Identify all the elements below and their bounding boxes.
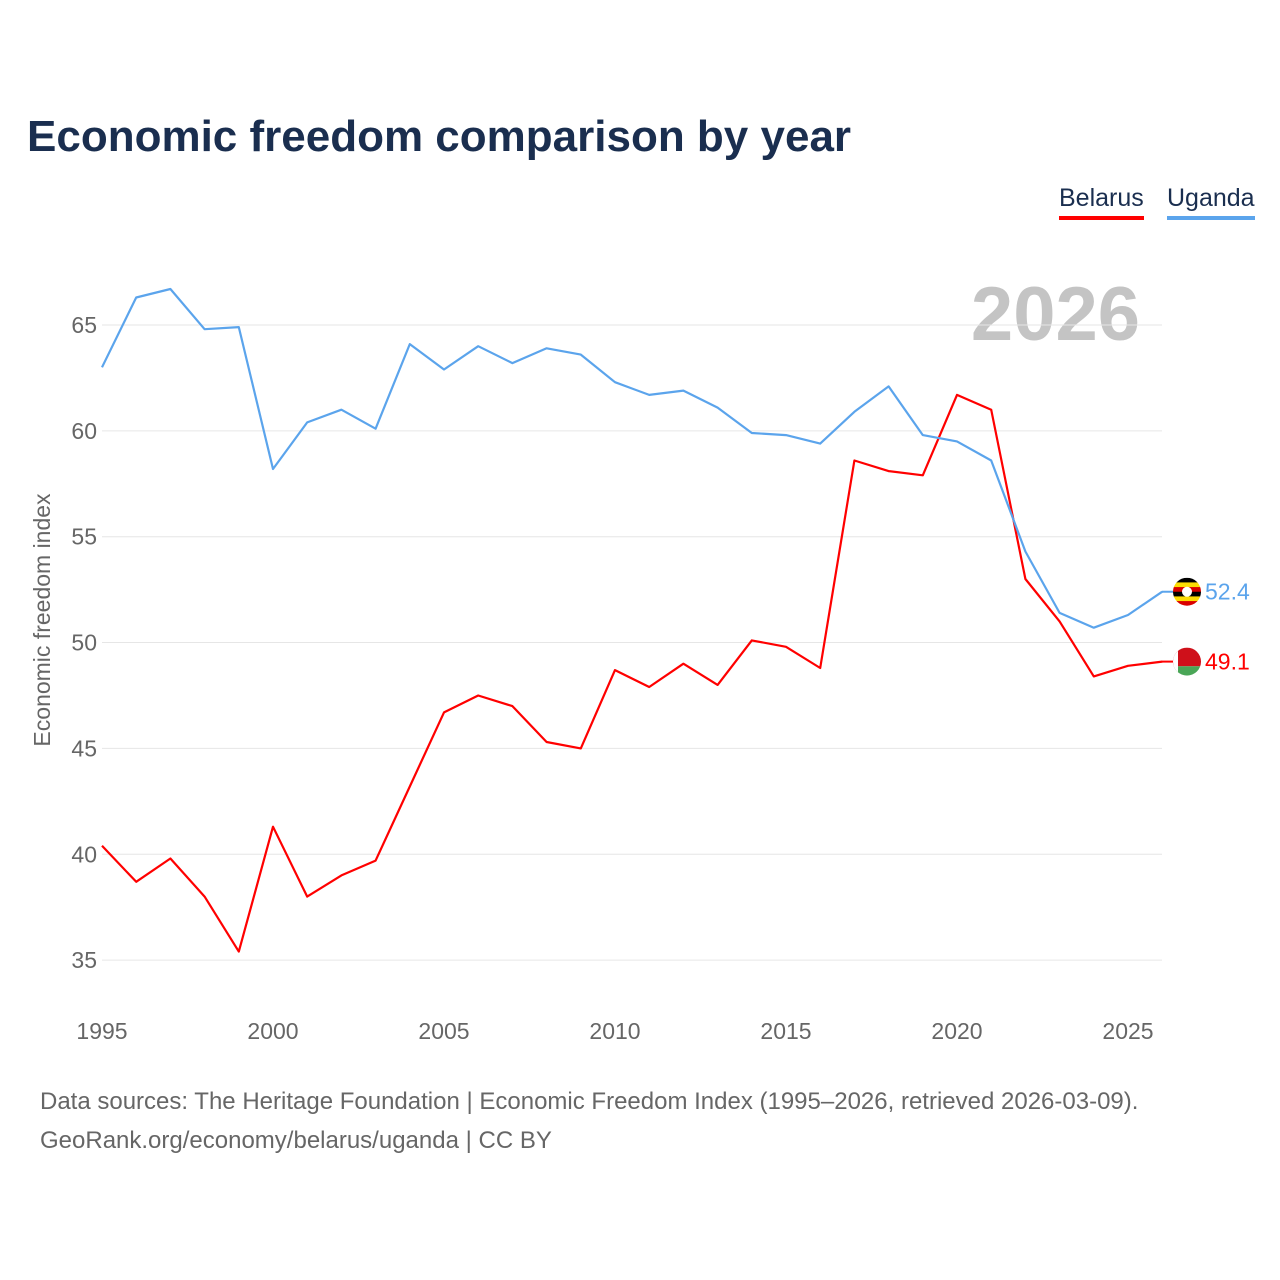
legend-belarus[interactable]: Belarus [1059,184,1144,220]
y-axis-label: Economic freedom index [29,493,55,747]
y-tick-label: 55 [71,524,97,550]
y-tick-label: 60 [71,418,97,444]
x-tick-label: 2010 [589,1018,640,1044]
x-tick-label: 2025 [1102,1018,1153,1044]
x-tick-label: 2005 [418,1018,469,1044]
y-tick-label: 40 [71,841,97,867]
y-tick-label: 35 [71,947,97,973]
end-value-label-uganda: 52.4 [1205,579,1250,605]
flag-uganda-icon [1173,577,1201,606]
x-tick-label: 2000 [247,1018,298,1044]
x-tick-label: 1995 [76,1018,127,1044]
series-line-uganda [101,287,1163,629]
source-note: Data sources: The Heritage Foundation | … [40,1088,1139,1115]
end-value-label-belarus: 49.1 [1205,649,1250,675]
y-tick-label: 65 [71,312,97,338]
x-tick-label: 2020 [931,1018,982,1044]
flag-belarus-icon [1173,647,1201,676]
y-tick-label: 45 [71,735,97,761]
legend-uganda[interactable]: Uganda [1167,184,1255,220]
series-line-belarus [101,393,1163,953]
x-tick-label: 2015 [760,1018,811,1044]
source-link[interactable]: GeoRank.org/economy/belarus/uganda | CC … [40,1127,552,1154]
chart-title: Economic freedom comparison by year [27,112,852,161]
y-tick-label: 50 [71,630,97,656]
year-watermark: 2026 [971,272,1140,357]
